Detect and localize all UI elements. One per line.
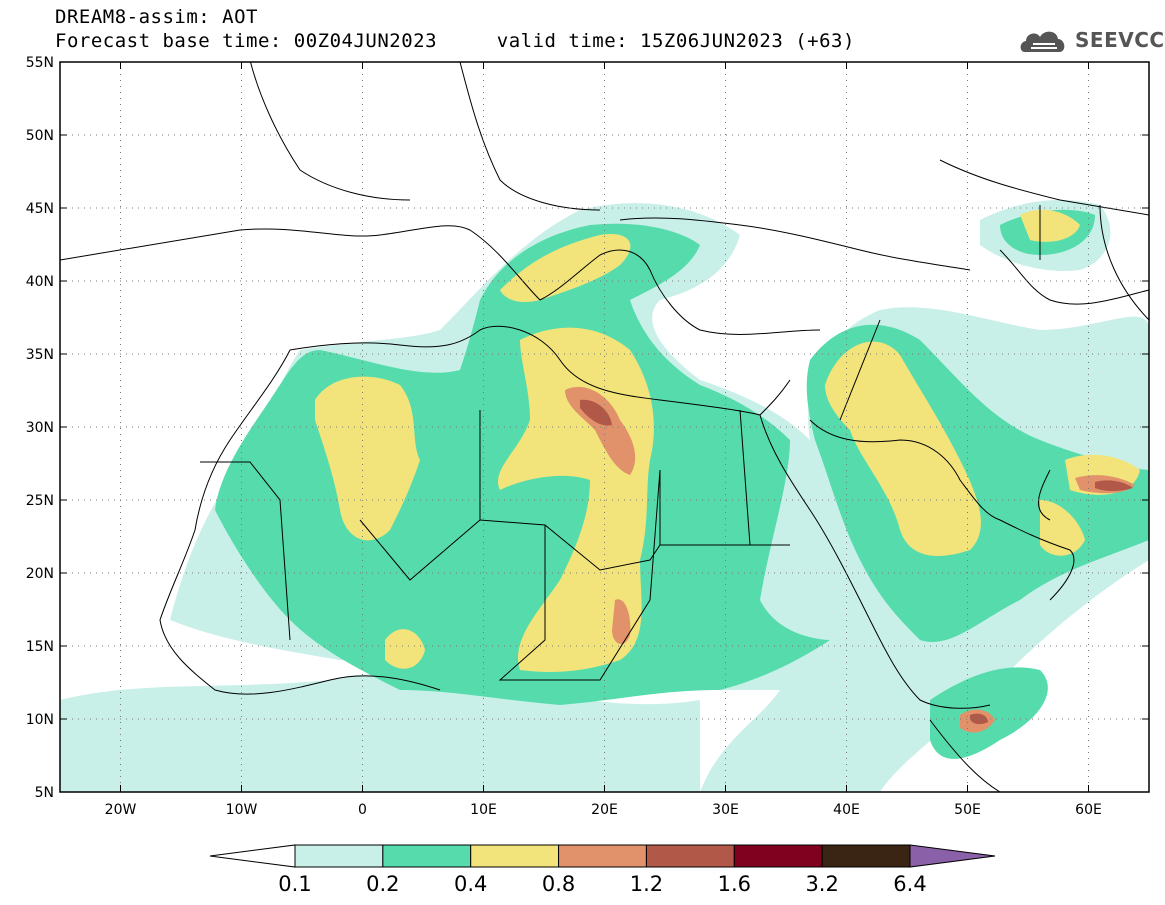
- base-time: Forecast base time: 00Z04JUN2023: [55, 30, 438, 52]
- lat-tick-label: 50N: [26, 128, 54, 144]
- lat-tick-label: 10N: [26, 712, 54, 728]
- lat-tick-label: 30N: [26, 420, 54, 436]
- lon-tick-label: 10W: [226, 802, 258, 818]
- colorbar-swatch: [733, 844, 823, 868]
- map-subtitle: Forecast base time: 00Z04JUN2023 valid t…: [55, 30, 855, 52]
- colorbar-over-triangle: [909, 844, 996, 868]
- colorbar-swatch: [645, 844, 735, 868]
- colorbar-swatch: [470, 844, 560, 868]
- lon-tick-label: 30E: [712, 802, 739, 818]
- colorbar-label: 0.8: [542, 872, 575, 896]
- lat-tick-label: 40N: [26, 274, 54, 290]
- seevccc-logo: SEEVCCC: [1075, 28, 1165, 52]
- colorbar-label: 0.1: [278, 872, 311, 896]
- colorbar-under-triangle: [209, 844, 296, 868]
- lat-tick-label: 45N: [26, 201, 54, 217]
- colorbar-label: 0.2: [366, 872, 399, 896]
- lon-tick-label: 50E: [954, 802, 981, 818]
- colorbar-label: 1.2: [630, 872, 663, 896]
- lat-axis: 55N 50N 45N 40N 35N 30N 25N 20N 15N 10N 5N: [26, 55, 1149, 801]
- lon-tick-label: 20W: [105, 802, 137, 818]
- lon-tick-label: 60E: [1075, 802, 1102, 818]
- lat-tick-label: 20N: [26, 566, 54, 582]
- colorbar-label: 6.4: [893, 872, 926, 896]
- colorbar-label: 3.2: [805, 872, 838, 896]
- map-title: DREAM8-assim: AOT: [55, 6, 258, 28]
- aot-contours: [60, 200, 1149, 792]
- lat-tick-label: 35N: [26, 347, 54, 363]
- lat-tick-label: 25N: [26, 493, 54, 509]
- lon-tick-label: 40E: [833, 802, 860, 818]
- coastlines-and-borders: [60, 62, 1149, 792]
- colorbar-swatch: [558, 844, 647, 868]
- cloud-icon: [1020, 31, 1065, 52]
- lon-tick-label: 20E: [591, 802, 618, 818]
- lon-tick-label: 10E: [470, 802, 497, 818]
- lat-tick-label: 55N: [26, 55, 54, 71]
- colorbar-swatch: [382, 844, 472, 868]
- colorbar-label: 1.6: [718, 872, 751, 896]
- colorbar: 0.1 0.2 0.4 0.8 1.2 1.6 3.2 6.4: [209, 844, 996, 896]
- lon-tick-label: 0: [358, 802, 367, 818]
- valid-time: valid time: 15Z06JUN2023 (+63): [496, 30, 855, 52]
- lat-tick-label: 15N: [26, 639, 54, 655]
- lon-axis: 20W 10W 0 10E 20E 30E 40E 50E 60E: [105, 62, 1102, 818]
- colorbar-swatch: [294, 844, 384, 868]
- lat-tick-label: 5N: [35, 785, 54, 801]
- colorbar-label: 0.4: [454, 872, 487, 896]
- colorbar-swatch: [821, 844, 911, 868]
